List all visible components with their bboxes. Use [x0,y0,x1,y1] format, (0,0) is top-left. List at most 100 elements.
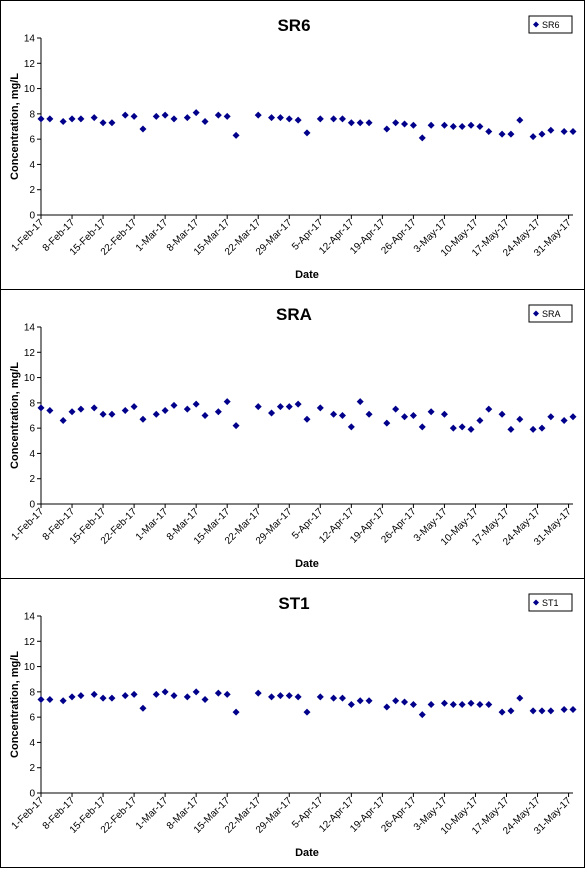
data-point [192,400,200,408]
data-point [232,422,240,430]
data-point [458,123,466,130]
chart-title: SR6 [277,16,310,35]
data-point [338,115,346,123]
data-point [365,410,373,418]
legend-box [528,593,573,612]
data-point [401,413,409,421]
data-point [170,401,178,409]
data-point [192,688,200,696]
y-tick-label: 14 [24,612,36,623]
chart-svg-sra: SRA SRA 0 2 4 6 8 10 12 14 Concentration, mg/L 1-Fe… [9,304,577,570]
data-point [383,703,391,711]
data-point [538,130,546,138]
data-point [130,403,138,411]
data-point [467,121,475,129]
legend-marker-icon [533,21,539,28]
data-point [409,701,417,708]
data-point [330,694,338,702]
y-tick-label: 12 [24,348,36,359]
data-point [201,117,209,125]
data-point [90,114,98,122]
chart-title: ST1 [278,594,309,613]
data-point [77,405,85,413]
data-point [449,701,457,708]
data-point [276,114,284,122]
data-point [440,410,448,418]
data-point [108,119,116,127]
chart-panel-sr6: SR6 SR6 0 2 4 6 8 10 12 14 Concentration, mg/L 1-Fe… [0,0,585,290]
data-point [440,699,448,707]
data-point [498,130,506,138]
data-point [232,131,240,139]
data-point [560,706,568,714]
y-tick-label: 2 [29,763,35,774]
data-point [401,120,409,128]
series-points [37,688,577,719]
data-point [330,410,338,418]
data-point [330,115,338,123]
data-point [485,701,493,708]
data-point [268,693,276,701]
series-points [37,398,577,433]
data-point [440,121,448,129]
data-point [303,708,311,716]
data-point [268,409,276,417]
y-tick-label: 4 [29,449,35,460]
data-point [316,115,324,123]
y-tick-label: 6 [29,135,35,146]
data-point [569,706,577,714]
data-point [254,111,262,119]
data-point [467,699,475,707]
data-point [418,711,426,719]
data-point [365,697,373,705]
data-point [139,125,147,133]
legend: ST1 [528,593,573,612]
data-point [201,412,209,419]
y-tick-label: 0 [29,500,35,511]
data-point [77,692,85,700]
data-point [285,115,293,123]
data-point [476,123,484,130]
data-point [498,410,506,418]
data-point [152,690,160,698]
legend-label: ST1 [542,598,559,608]
y-tick-label: 8 [29,109,35,120]
data-point [121,111,129,119]
chart-svg-sr6: SR6 SR6 0 2 4 6 8 10 12 14 Concentration, mg/L 1-Fe… [9,15,577,281]
y-tick-label: 4 [29,738,35,749]
chart-panel-sra: SRA SRA 0 2 4 6 8 10 12 14 Concentration, mg/L 1-Fe… [0,289,585,579]
data-point [507,707,515,715]
data-point [285,692,293,700]
data-point [392,697,400,705]
data-point [547,413,555,421]
data-point [303,415,311,423]
x-tick-label: 1-Feb-17 [10,795,47,832]
data-point [467,425,475,433]
data-point [485,405,493,413]
data-point [183,693,191,701]
data-point [401,698,409,706]
data-point [99,694,107,702]
legend: SRA [528,304,573,323]
chart-panel-st1: ST1 ST1 0 2 4 6 8 10 12 14 Concentration, mg/L 1-Fe… [0,578,585,868]
legend: SR6 [528,15,573,34]
data-point [449,123,457,130]
data-point [294,693,302,701]
y-tick-label: 12 [24,637,36,648]
legend-label: SR6 [542,20,560,30]
data-point [507,425,515,433]
data-point [276,692,284,700]
data-point [139,415,147,423]
data-point [121,692,129,700]
data-point [547,126,555,134]
data-point [498,708,506,716]
data-point [152,410,160,418]
data-point [99,410,107,418]
legend-marker-icon [533,310,539,317]
data-point [254,403,262,411]
data-point [285,403,293,411]
data-point [68,408,76,416]
data-point [427,701,435,708]
data-point [139,704,147,712]
data-point [516,116,524,124]
